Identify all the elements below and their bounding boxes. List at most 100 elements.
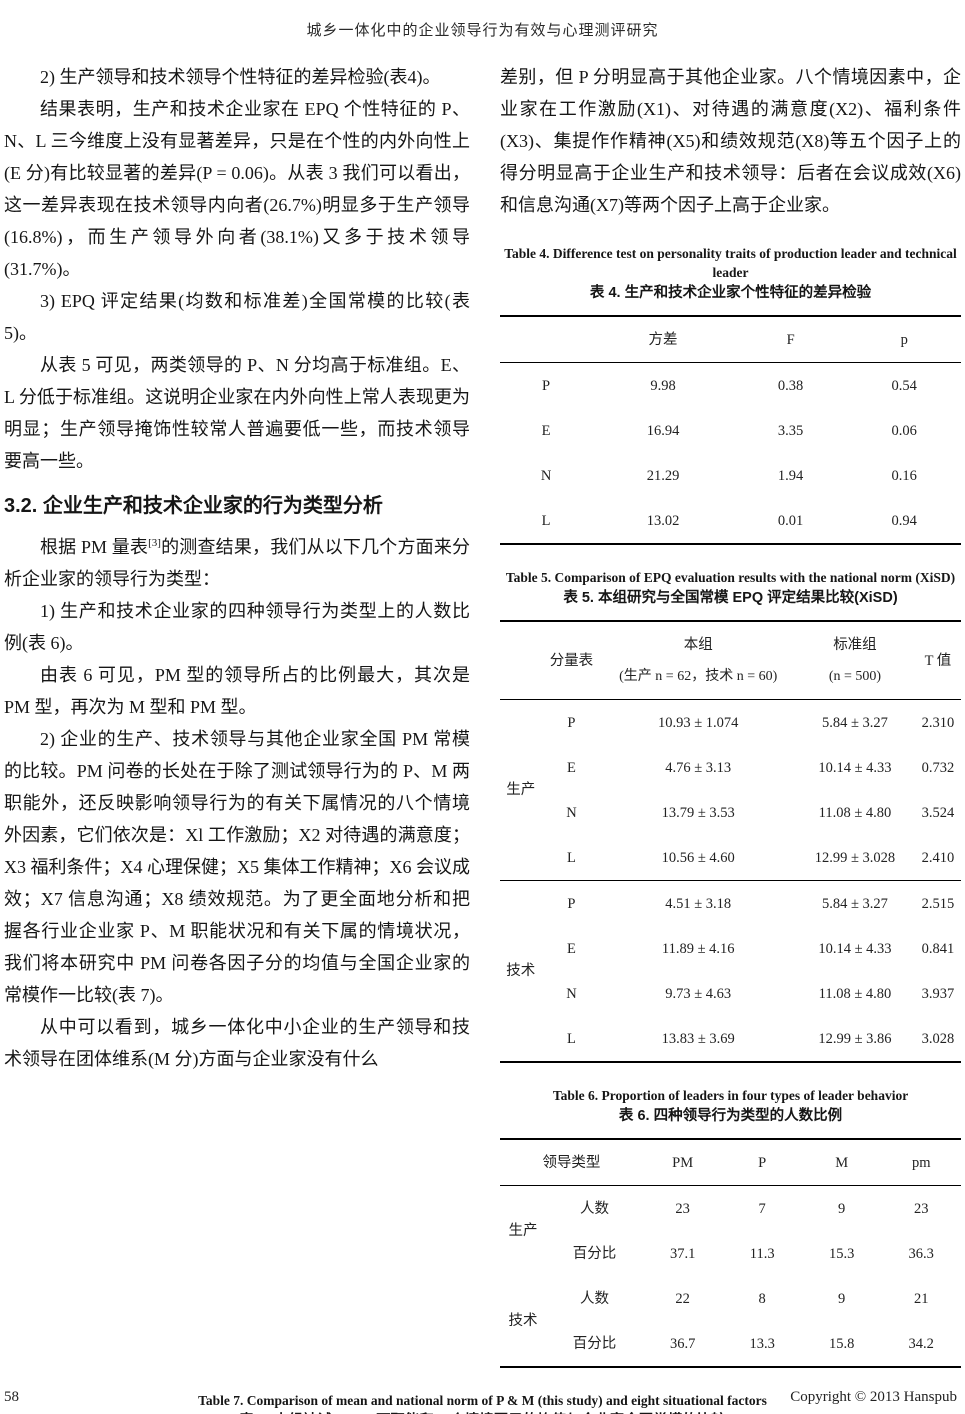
table-row: L 13.02 0.01 0.94 [500, 498, 961, 544]
table-4-block: Table 4. Difference test on personality … [500, 244, 961, 545]
table-row: E 16.94 3.35 0.06 [500, 408, 961, 453]
table-cell: 11.89 ± 4.16 [661, 940, 735, 957]
table-row: 技术 人数 22 8 9 21 [500, 1276, 961, 1330]
section-heading-3-2: 3.2. 企业生产和技术企业家的行为类型分析 [4, 495, 383, 517]
row-label: L [567, 1030, 576, 1047]
table-6-block: Table 6. Proportion of leaders in four t… [500, 1086, 961, 1368]
table-row: 百分比 37.1 11.3 15.3 36.3 [500, 1231, 961, 1276]
table-row: L 10.56 ± 4.60 12.99 ± 3.028 2.410 [500, 835, 961, 881]
table-cell: 12.99 ± 3.028 [814, 849, 896, 866]
table-cell: 0.38 [777, 377, 804, 394]
table-cell: 13.02 [646, 512, 680, 529]
table-row: N 13.79 ± 3.53 11.08 ± 4.80 3.524 [500, 790, 961, 835]
table-4: 方差 F p P 9.98 0.38 0.54 E [500, 315, 961, 545]
copyright-notice: Copyright © 2013 Hanspub [790, 1389, 957, 1405]
table-row: N 9.73 ± 4.63 11.08 ± 4.80 3.937 [500, 971, 961, 1016]
table-5-caption-cn: 表 5. 本组研究与全国常模 EPQ 评定结果比较(XiSD) [563, 590, 898, 606]
table-header-cell: PM [642, 1139, 723, 1186]
table-header-cell: P [722, 1139, 802, 1186]
row-label: L [541, 512, 551, 529]
table-header-cell: M [801, 1139, 882, 1186]
left-column: 2) 生产领导和技术领导个性特征的差异检验(表4)。 结果表明，生产和技术企业家… [4, 61, 470, 1368]
paragraph: 1) 生产和技术企业家的四种领导行为类型上的人数比例(表 6)。 [4, 601, 470, 653]
table-cell: 3.524 [921, 804, 955, 821]
table-5-caption-en: Table 5. Comparison of EPQ evaluation re… [505, 570, 956, 585]
table-header-cell: pm [881, 1139, 961, 1186]
table-6-caption-en: Table 6. Proportion of leaders in four t… [552, 1088, 909, 1103]
table-cell: 5.84 ± 3.27 [795, 880, 915, 926]
table-cell: 15.8 [828, 1335, 855, 1352]
table-cell: 36.7 [669, 1335, 696, 1352]
table-cell: 7 [758, 1200, 766, 1217]
row-label: P [542, 377, 551, 394]
table-header-cell: 领导类型 [500, 1139, 643, 1186]
table-5: 分量表 本组 (生产 n = 62，技术 n = 60) 标准组 (n = 50… [500, 620, 961, 1063]
table-6-caption-cn: 表 6. 四种领导行为类型的人数比例 [618, 1108, 843, 1124]
row-label: 人数 [579, 1290, 609, 1307]
table-row: 生产 人数 23 7 9 23 [500, 1186, 961, 1240]
row-label: 百分比 [572, 1335, 617, 1352]
table-cell: 11.08 ± 4.80 [818, 985, 892, 1002]
table-header-cell: 方差 [592, 316, 734, 363]
paragraph: 差别，但 P 分明显高于其他企业家。八个情境因素中，企业家在工作激励(X1)、对… [500, 67, 961, 215]
row-label: E [567, 759, 576, 776]
table-header-cell [500, 621, 542, 700]
group-label: 生产 [506, 782, 536, 798]
table-cell: 16.94 [646, 422, 680, 439]
table-cell: 34.2 [908, 1335, 934, 1352]
table-cell: 11.3 [749, 1245, 775, 1262]
row-label: 百分比 [572, 1245, 617, 1262]
row-label: 人数 [579, 1200, 609, 1217]
table-cell: 9 [838, 1200, 846, 1217]
table-row: 生产 P 10.93 ± 1.074 5.84 ± 3.27 2.310 [500, 700, 961, 799]
table-cell: 15.3 [828, 1245, 855, 1262]
group-label: 技术 [500, 880, 542, 1062]
table-cell: 23 [675, 1200, 690, 1217]
table-cell: 11.08 ± 4.80 [818, 804, 892, 821]
table-row: L 13.83 ± 3.69 12.99 ± 3.86 3.028 [500, 1016, 961, 1062]
table-5-block: Table 5. Comparison of EPQ evaluation re… [500, 568, 961, 1063]
table-6: 领导类型 PM P M pm 生产 人数 23 7 [500, 1138, 961, 1368]
row-label: P [541, 880, 602, 926]
table-row: P 9.98 0.38 0.54 [500, 363, 961, 409]
table-header-cell: T 值 [914, 621, 961, 700]
table-cell: 9.73 ± 4.63 [665, 985, 732, 1002]
table-row: E 11.89 ± 4.16 10.14 ± 4.33 0.841 [500, 926, 961, 971]
header-line: 标准组 [833, 636, 877, 653]
table-cell: 0.732 [921, 759, 955, 776]
table-cell: 10.93 ± 1.074 [657, 714, 739, 731]
table-4-caption-en: Table 4. Difference test on personality … [504, 246, 957, 280]
page-footer: 58 Copyright © 2013 Hanspub [4, 1389, 957, 1406]
table-header-cell: F [733, 316, 848, 363]
table-cell: 13.3 [749, 1335, 775, 1352]
table-cell: 0.94 [891, 512, 917, 529]
table-header-cell [500, 316, 593, 363]
table-header-cell: 分量表 [541, 621, 602, 700]
table-cell: 10.56 ± 4.60 [661, 849, 735, 866]
paragraph: 由表 6 可见，PM 型的领导所占的比例最大，其次是 PM 型，再次为 M 型和… [4, 665, 470, 717]
row-label: P [567, 714, 576, 731]
table-cell: 5.84 ± 3.27 [821, 714, 888, 731]
table-cell: 9 [838, 1290, 846, 1307]
table-cell: 0.54 [891, 377, 917, 394]
table-5-caption: Table 5. Comparison of EPQ evaluation re… [500, 568, 961, 609]
table-cell: 13.83 ± 3.69 [661, 1030, 735, 1047]
table-4-caption-cn: 表 4. 生产和技术企业家个性特征的差异检验 [589, 285, 872, 301]
row-label: E [567, 940, 576, 957]
paragraph: 结果表明，生产和技术企业家在 EPQ 个性特征的 P、N、L 三今维度上没有显著… [4, 99, 470, 279]
table-cell: 2.515 [914, 880, 961, 926]
row-label: E [541, 422, 551, 439]
table-cell: 3.028 [921, 1030, 955, 1047]
table-cell: 10.14 ± 4.33 [818, 759, 892, 776]
group-label: 技术 [508, 1313, 538, 1329]
table-cell: 23 [913, 1200, 929, 1217]
table-cell: 0.16 [891, 467, 917, 484]
header-line: (n = 500) [828, 668, 882, 684]
table-header-cell: 标准组 (n = 500) [795, 621, 915, 700]
two-column-body: 2) 生产领导和技术领导个性特征的差异检验(表4)。 结果表明，生产和技术企业家… [4, 61, 961, 1368]
table-cell: 3.937 [921, 985, 955, 1002]
table-row: N 21.29 1.94 0.16 [500, 453, 961, 498]
table-cell: 12.99 ± 3.86 [818, 1030, 892, 1047]
table-cell: 1.94 [777, 467, 804, 484]
